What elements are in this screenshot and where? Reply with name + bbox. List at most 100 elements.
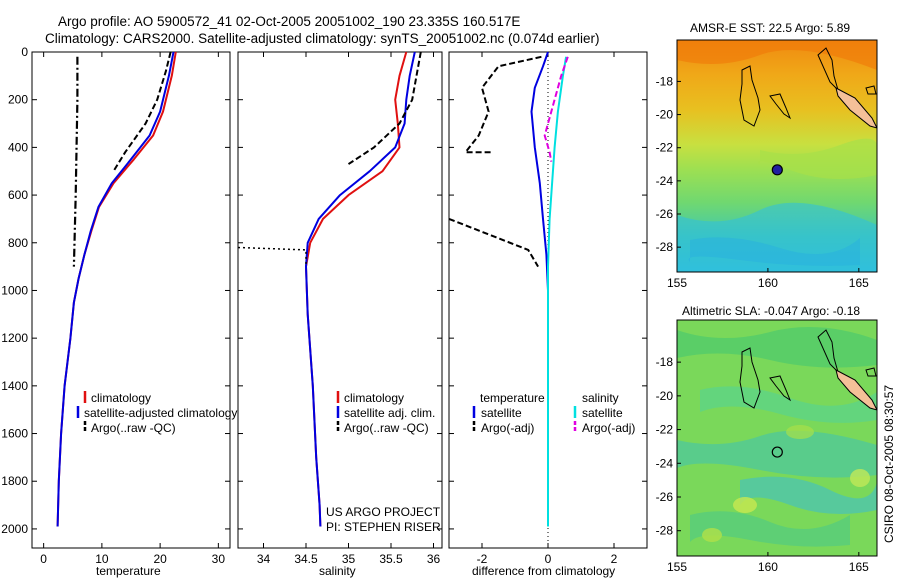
sla-land-new-caledonia bbox=[835, 369, 877, 411]
temp-series-satellite-adjusted-climatology bbox=[56, 51, 175, 527]
sla-coast-loyalty bbox=[769, 375, 792, 402]
depth-tick-label: 1200 bbox=[1, 331, 28, 345]
depth-tick-label: 1600 bbox=[1, 427, 28, 441]
difference-axes: -2 0 2 bbox=[449, 51, 647, 566]
sst-coast-loyalty bbox=[769, 93, 792, 120]
diff-legend-temperature-title: temperature bbox=[480, 391, 545, 405]
sla-axes-ytick-label: -26 bbox=[656, 490, 674, 504]
sst-axes-xtick-label: 155 bbox=[667, 276, 687, 290]
diff-legend-label-sal-sat: satellite bbox=[582, 406, 623, 420]
depth-tick-label: 1000 bbox=[1, 283, 28, 297]
temp-series-climatology bbox=[56, 51, 177, 527]
sst-coast-islet bbox=[865, 85, 877, 95]
diff-xtick-label: 2 bbox=[611, 552, 618, 566]
legend-label-argo: Argo(..raw -QC) bbox=[91, 421, 176, 435]
diff-series-temperature-satellite bbox=[530, 51, 549, 527]
temp-xtick-label: 30 bbox=[212, 552, 226, 566]
depth-tick-label: 1400 bbox=[1, 379, 28, 393]
sst-axes-xtick-label: 160 bbox=[758, 276, 778, 290]
salinity-panel-frame bbox=[237, 51, 443, 549]
sla-axes-ytick-label: -22 bbox=[656, 423, 674, 437]
sal-xtick-label: 34.5 bbox=[294, 552, 318, 566]
side-timestamp: CSIRO 08-Oct-2005 08:30:57 bbox=[882, 385, 896, 543]
sst-map-title: AMSR-E SST: 22.5 Argo: 5.89 bbox=[690, 21, 850, 35]
sst-axes-xtick-label: 165 bbox=[849, 276, 869, 290]
sst-land-new-caledonia bbox=[835, 87, 877, 129]
sla-axes-xtick-label: 165 bbox=[849, 560, 869, 574]
diff-xtick-label: -2 bbox=[477, 552, 488, 566]
diff-series-temperature-argo-deep- bbox=[448, 217, 539, 268]
sal-series-climatology bbox=[305, 51, 408, 527]
temp-series-argo-surface- bbox=[72, 56, 79, 267]
sla-axes-xtick-label: 160 bbox=[758, 560, 778, 574]
header-line-2: Climatology: CARS2000. Satellite-adjuste… bbox=[45, 31, 600, 46]
depth-tick-label: 200 bbox=[8, 93, 28, 107]
depth-tick-label: 1800 bbox=[1, 474, 28, 488]
salinity-xlabel: salinity bbox=[319, 564, 356, 578]
sal-xtick-label: 35 bbox=[342, 552, 356, 566]
legend-label-satellite: satellite-adjusted climatology bbox=[84, 406, 237, 420]
salinity-axes: 34 34.5 35 35.5 36 bbox=[238, 51, 442, 566]
sst-axes-ytick-label: -22 bbox=[656, 141, 674, 155]
difference-series bbox=[448, 51, 569, 527]
sla-argo-marker bbox=[771, 446, 783, 458]
legend-label-climatology: climatology bbox=[91, 391, 151, 405]
sla-axes-ytick-label: -28 bbox=[656, 524, 674, 538]
salinity-legend: climatology satellite adj. clim. Argo(..… bbox=[326, 391, 441, 534]
sla-axes: 155 160 165 -18 -20 -22 -24 -26 -28 bbox=[656, 355, 869, 574]
temp-xtick-label: 0 bbox=[40, 552, 47, 566]
depth-tick-label: 600 bbox=[8, 188, 28, 202]
sal-legend-label-argo: Argo(..raw -QC) bbox=[344, 421, 429, 435]
temperature-axes: 0 10 20 30 0 200 400 600 800 1000 1200 1400 1600 1800… bbox=[1, 45, 230, 566]
diff-legend-salinity-title: salinity bbox=[582, 391, 619, 405]
sla-axes-ytick-label: -18 bbox=[656, 355, 674, 369]
sal-series-argo-raw-qc- bbox=[347, 51, 422, 165]
sal-legend-label-climatology: climatology bbox=[344, 391, 404, 405]
sal-xtick-label: 35.5 bbox=[379, 552, 403, 566]
sst-axes-ytick-label: -28 bbox=[656, 240, 674, 254]
sst-coast-vanuatu bbox=[739, 65, 761, 127]
sal-series-argo-deep- bbox=[237, 246, 307, 267]
diff-series-temperature-argo-adj- bbox=[464, 55, 542, 154]
sal-xtick-label: 36 bbox=[427, 552, 441, 566]
temperature-legend: climatology satellite-adjusted climatolo… bbox=[76, 391, 237, 435]
temp-xtick-label: 20 bbox=[153, 552, 167, 566]
diff-xtick-label: 0 bbox=[545, 552, 552, 566]
depth-tick-label: 800 bbox=[8, 236, 28, 250]
salinity-series bbox=[237, 51, 422, 527]
temperature-series bbox=[56, 51, 177, 527]
depth-tick-label: 0 bbox=[21, 45, 28, 59]
diff-legend-label-temp-sat: satellite bbox=[481, 406, 522, 420]
difference-legend: temperature satellite Argo(-adj) salinit… bbox=[472, 391, 635, 435]
sla-coast-north bbox=[817, 329, 840, 374]
sal-legend-label-satellite: satellite adj. clim. bbox=[344, 406, 435, 420]
project-annotation-2: PI: STEPHEN RISER bbox=[326, 520, 441, 534]
header-line-1: Argo profile: AO 5900572_41 02-Oct-2005 … bbox=[58, 14, 520, 29]
sla-axes-ytick-label: -24 bbox=[656, 456, 674, 470]
diff-legend-label-temp-argo: Argo(-adj) bbox=[481, 421, 534, 435]
diff-legend-label-sal-argo: Argo(-adj) bbox=[582, 421, 635, 435]
project-annotation-1: US ARGO PROJECT bbox=[326, 505, 441, 519]
sst-axes: 155 160 165 -18 -20 -22 -24 -26 -28 bbox=[656, 74, 869, 290]
sst-coast-north bbox=[817, 47, 840, 92]
temperature-xlabel: temperature bbox=[96, 564, 161, 578]
sst-axes-ytick-label: -20 bbox=[656, 108, 674, 122]
diff-series-salinity-argo-adj- bbox=[543, 56, 569, 162]
sst-map-frame bbox=[676, 39, 878, 273]
temperature-panel-frame bbox=[31, 51, 231, 549]
depth-tick-label: 2000 bbox=[1, 522, 28, 536]
sla-map-field bbox=[677, 320, 877, 556]
temp-xtick-label: 10 bbox=[95, 552, 109, 566]
sst-argo-marker bbox=[771, 164, 783, 176]
sla-map-title: Altimetric SLA: -0.047 Argo: -0.18 bbox=[682, 304, 860, 318]
sal-xtick-label: 34 bbox=[257, 552, 271, 566]
difference-xlabel: difference from climatology bbox=[472, 564, 615, 578]
sla-map-frame bbox=[676, 319, 878, 557]
sla-axes-xtick-label: 155 bbox=[667, 560, 687, 574]
diff-series-salinity-satellite bbox=[547, 56, 568, 527]
sst-axes-ytick-label: -18 bbox=[656, 74, 674, 88]
depth-tick-label: 400 bbox=[8, 140, 28, 154]
sst-axes-ytick-label: -26 bbox=[656, 207, 674, 221]
sst-map-field bbox=[677, 40, 877, 272]
